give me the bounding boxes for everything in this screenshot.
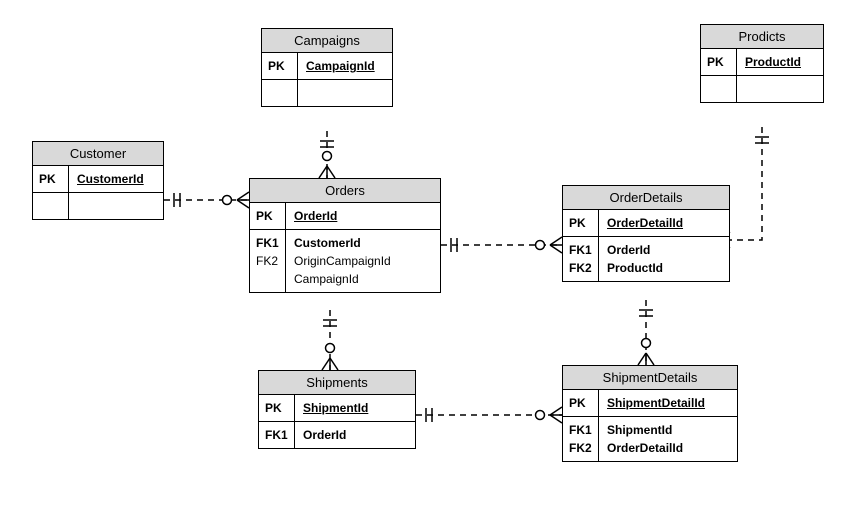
connector-end-notation <box>536 237 563 253</box>
connector-end-notation <box>639 310 653 316</box>
entity-attr-col: CampaignId <box>298 53 392 79</box>
entity-attr-col: CustomerId <box>69 166 163 192</box>
entity-key-col: FK1FK2 <box>563 417 599 461</box>
entity-key-label: PK <box>265 399 288 417</box>
connector-end-notation <box>755 137 769 143</box>
entity-key-col: PK <box>262 53 298 79</box>
entity-key-col <box>262 80 298 106</box>
entity-key-label: FK1 <box>256 234 279 252</box>
entity-attr-col: OrderIdProductId <box>599 237 729 281</box>
entity-key-label: FK2 <box>569 259 592 277</box>
entity-attr-col: ProductId <box>737 49 823 75</box>
entity-title: Campaigns <box>262 29 392 53</box>
entity-title: Prodicts <box>701 25 823 49</box>
entity-key-col: PK <box>701 49 737 75</box>
entity-attr-col: ShipmentDetailId <box>599 390 737 416</box>
connector-end-notation <box>322 344 338 371</box>
entity-campaigns: Campaigns PK CampaignId <box>261 28 393 107</box>
entity-attribute: CampaignId <box>294 270 432 288</box>
entity-key-col: FK1FK2 <box>250 230 286 292</box>
entity-key-label: PK <box>569 394 592 412</box>
entity-shipmentdetails: ShipmentDetailsPKShipmentDetailIdFK1FK2S… <box>562 365 738 462</box>
entity-key-label: FK1 <box>265 426 288 444</box>
entity-customer: Customer PK CustomerId <box>32 141 164 220</box>
entity-attribute: ProductId <box>607 259 721 277</box>
entity-key-label: PK <box>268 57 291 75</box>
entity-attribute: ShipmentId <box>303 399 407 417</box>
connector-end-notation <box>174 193 180 207</box>
entity-attribute: OrderDetailId <box>607 214 721 232</box>
connector-end-notation <box>320 141 334 147</box>
entity-attribute: CustomerId <box>294 234 432 252</box>
entity-key-col: PK <box>563 390 599 416</box>
connector-end-notation <box>319 152 335 179</box>
entity-key-label: PK <box>707 53 730 71</box>
entity-title: ShipmentDetails <box>563 366 737 390</box>
entity-products: Prodicts PK ProductId <box>700 24 824 103</box>
entity-key-col: PK <box>33 166 69 192</box>
entity-title: Orders <box>250 179 440 203</box>
entity-orders: OrdersPKOrderIdFK1FK2CustomerIdOriginCam… <box>249 178 441 293</box>
connector-end-notation <box>451 238 457 252</box>
connector-end-notation <box>638 339 654 366</box>
entity-attr-col <box>298 80 392 106</box>
entity-key-label: FK1 <box>569 241 592 259</box>
entity-key-col: PK <box>563 210 599 236</box>
entity-attribute <box>77 197 155 215</box>
entity-attribute: OrderDetailId <box>607 439 729 457</box>
entity-attribute <box>306 84 384 102</box>
entity-key-label: FK2 <box>569 439 592 457</box>
entity-key-label: FK2 <box>256 252 279 270</box>
entity-attribute: OrderId <box>294 207 432 225</box>
entity-attr-col <box>737 76 823 102</box>
entity-attribute: CustomerId <box>77 170 155 188</box>
entity-attribute: ProductId <box>745 53 815 71</box>
entity-key-col: PK <box>250 203 286 229</box>
entity-orderdetails: OrderDetailsPKOrderDetailIdFK1FK2OrderId… <box>562 185 730 282</box>
entity-attribute: CampaignId <box>306 57 384 75</box>
connector-end-notation <box>536 407 563 423</box>
entity-attr-col: OrderDetailId <box>599 210 729 236</box>
entity-attr-col: OrderId <box>295 422 415 448</box>
entity-title: OrderDetails <box>563 186 729 210</box>
connector-end-notation <box>426 408 432 422</box>
connector-end-notation <box>223 192 250 208</box>
entity-attribute: ShipmentId <box>607 421 729 439</box>
entity-title: Shipments <box>259 371 415 395</box>
entity-key-label: PK <box>569 214 592 232</box>
entity-title: Customer <box>33 142 163 166</box>
entity-key-col: FK1FK2 <box>563 237 599 281</box>
entity-key-label: FK1 <box>569 421 592 439</box>
entity-attribute: OriginCampaignId <box>294 252 432 270</box>
entity-attr-col: ShipmentId <box>295 395 415 421</box>
connector-end-notation <box>323 320 337 326</box>
entity-attr-col: OrderId <box>286 203 440 229</box>
connector-line <box>730 127 762 240</box>
entity-key-label: PK <box>256 207 279 225</box>
entity-key-col: PK <box>259 395 295 421</box>
entity-attribute: OrderId <box>607 241 721 259</box>
entity-attr-col: CustomerIdOriginCampaignIdCampaignId <box>286 230 440 292</box>
entity-attr-col <box>69 193 163 219</box>
entity-key-col <box>701 76 737 102</box>
entity-key-label: PK <box>39 170 62 188</box>
entity-key-col <box>33 193 69 219</box>
entity-attribute <box>745 80 815 98</box>
entity-shipments: Shipments PK ShipmentId FK1 OrderId <box>258 370 416 449</box>
entity-key-col: FK1 <box>259 422 295 448</box>
entity-attribute: ShipmentDetailId <box>607 394 729 412</box>
entity-attribute: OrderId <box>303 426 407 444</box>
entity-attr-col: ShipmentIdOrderDetailId <box>599 417 737 461</box>
er-diagram-canvas: CustomerPKCustomerId CampaignsPKCampaign… <box>0 0 846 527</box>
